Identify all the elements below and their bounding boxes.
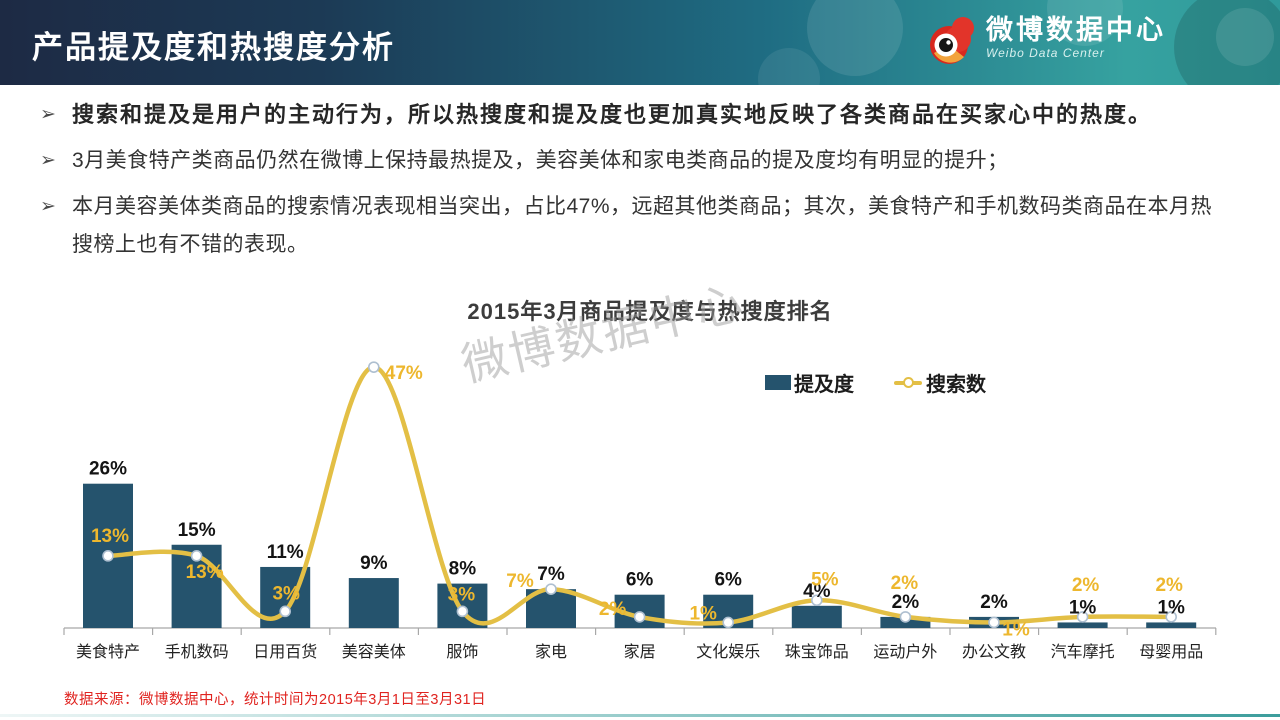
line-marker-美容美体 — [367, 361, 380, 373]
bar-label-手机数码: 15% — [178, 520, 216, 541]
bar-label-运动户外: 2% — [892, 592, 920, 613]
line-marker-家电 — [545, 583, 557, 595]
line-marker-icon — [903, 377, 914, 388]
x-label-办公文教: 办公文教 — [962, 643, 1026, 661]
bullet-item-1: ➢ 搜索和提及是用户的主动行为，所以热搜度和提及度也更加真实地反映了各类商品在买… — [40, 96, 1245, 134]
weibo-logo: 微博数据中心 Weibo Data Center — [928, 15, 1166, 67]
line-label-日用百货: 3% — [272, 583, 300, 604]
legend-label: 搜索数 — [926, 374, 986, 396]
line-marker-服饰 — [456, 605, 469, 618]
logo-subtitle: Weibo Data Center — [986, 46, 1105, 60]
bar-label-日用百货: 11% — [267, 542, 304, 563]
bullet-text: 3月美食特产类商品仍然在微博上保持最热提及，美容美体和家电类商品的提及度均有明显… — [72, 149, 1009, 172]
line-label-母婴用品: 2% — [1155, 575, 1183, 596]
bar-label-家居: 6% — [626, 570, 654, 591]
decorative-circle — [807, 0, 903, 76]
source-note: 数据来源：微博数据中心，统计时间为2015年3月1日至3月31日 — [64, 692, 487, 708]
line-label-手机数码: 13% — [186, 562, 224, 583]
x-label-运动户外: 运动户外 — [873, 643, 937, 661]
line-marker-家居 — [633, 611, 646, 623]
bar-母婴用品 — [1146, 622, 1197, 628]
line-marker-母婴用品 — [1165, 611, 1177, 623]
bullet-text: 本月美容美体类商品的搜索情况表现相当突出，占比47%，远超其他类商品；其次，美食… — [72, 195, 1213, 256]
chart-title: 2015年3月商品提及度与热搜度排名 — [467, 299, 833, 324]
line-marker-美食特产 — [102, 550, 114, 562]
weibo-eye-icon — [930, 17, 974, 64]
line-label-美容美体: 47% — [385, 363, 423, 384]
line-marker-珠宝饰品 — [810, 594, 823, 607]
line-marker-办公文教 — [988, 616, 1000, 629]
x-label-家居: 家居 — [624, 643, 656, 661]
line-label-美食特产: 13% — [91, 526, 129, 547]
bar-美容美体 — [348, 578, 399, 628]
bar-label-珠宝饰品: 4% — [803, 581, 831, 602]
bullet-item-2: ➢ 3月美食特产类商品仍然在微博上保持最热提及，美容美体和家电类商品的提及度均有… — [40, 142, 1245, 180]
x-label-家电: 家电 — [535, 643, 567, 661]
line-marker-汽车摩托 — [1076, 611, 1089, 623]
legend-label: 提及度 — [794, 374, 854, 396]
bar-label-办公文教: 2% — [980, 592, 1008, 613]
x-label-汽车摩托: 汽车摩托 — [1051, 643, 1115, 661]
x-label-美容美体: 美容美体 — [342, 643, 406, 661]
line-label-家居: 2% — [599, 599, 627, 620]
line-label-文化娱乐: 1% — [689, 603, 717, 624]
x-label-珠宝饰品: 珠宝饰品 — [785, 643, 849, 661]
line-label-服饰: 3% — [448, 584, 476, 605]
arrow-bullet-icon: ➢ — [40, 196, 56, 217]
bar-label-家电: 7% — [537, 564, 565, 585]
x-label-日用百货: 日用百货 — [253, 643, 317, 661]
bar-label-服饰: 8% — [449, 559, 477, 580]
line-series-swatch — [894, 377, 922, 388]
line-marker-日用百货 — [279, 605, 292, 618]
bullet-item-3: ➢ 本月美容美体类商品的搜索情况表现相当突出，占比47%，远超其他类商品；其次，… — [40, 188, 1245, 264]
x-label-服饰: 服饰 — [446, 643, 478, 661]
x-label-母婴用品: 母婴用品 — [1139, 644, 1203, 661]
line-label-办公文教: 1% — [1002, 619, 1030, 640]
bar-label-汽车摩托: 1% — [1069, 597, 1097, 618]
arrow-bullet-icon: ➢ — [40, 150, 56, 171]
bar-label-文化娱乐: 6% — [714, 570, 742, 591]
line-label-汽车摩托: 2% — [1072, 575, 1100, 596]
legend-item-mentions: 提及度 — [765, 368, 854, 397]
bar-label-美容美体: 9% — [360, 553, 388, 574]
x-label-美食特产: 美食特产 — [76, 643, 140, 661]
legend-item-searches: 搜索数 — [894, 368, 986, 397]
bar-label-美食特产: 26% — [89, 459, 127, 480]
line-marker-手机数码 — [190, 550, 203, 562]
arrow-bullet-icon: ➢ — [40, 104, 56, 125]
bullet-text: 搜索和提及是用户的主动行为，所以热搜度和提及度也更加真实地反映了各类商品在买家心… — [72, 102, 1153, 127]
x-label-文化娱乐: 文化娱乐 — [696, 643, 760, 661]
footer-accent-line — [0, 714, 1280, 717]
line-label-家电: 7% — [506, 571, 534, 592]
bar-label-母婴用品: 1% — [1157, 597, 1185, 618]
line-marker-文化娱乐 — [722, 616, 735, 629]
header-banner: 产品提及度和热搜度分析 微博数据中心 Weibo Data Center — [0, 0, 1280, 85]
page-title: 产品提及度和热搜度分析 — [32, 30, 395, 65]
line-label-运动户外: 2% — [891, 573, 919, 594]
x-label-手机数码: 手机数码 — [165, 643, 229, 661]
decorative-circle — [1174, 0, 1280, 85]
chart-legend: 提及度 搜索数 — [765, 368, 986, 397]
bar-珠宝饰品 — [791, 605, 842, 628]
line-label-珠宝饰品: 5% — [811, 569, 839, 590]
bar-汽车摩托 — [1057, 622, 1108, 628]
logo-name: 微博数据中心 — [986, 15, 1166, 45]
line-marker-运动户外 — [899, 611, 912, 623]
decorative-circle — [1216, 8, 1274, 66]
key-findings-list: ➢ 搜索和提及是用户的主动行为，所以热搜度和提及度也更加真实地反映了各类商品在买… — [40, 96, 1245, 272]
logo-text: 微博数据中心 Weibo Data Center — [986, 15, 1166, 60]
bar-series-swatch — [765, 375, 791, 390]
